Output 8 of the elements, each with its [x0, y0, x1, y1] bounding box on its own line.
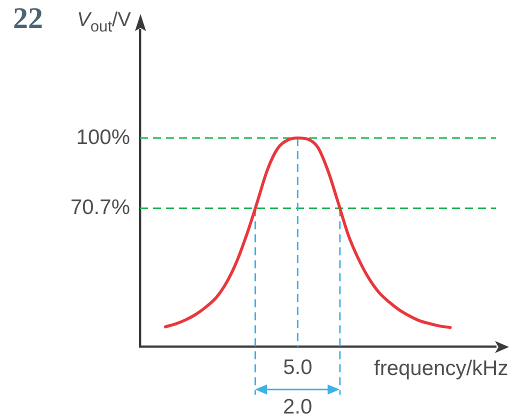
- line-series: [164, 136, 452, 330]
- y-tick-label: 100%: [76, 126, 130, 149]
- chart-title: 22: [13, 1, 43, 37]
- y-axis-title: V$_{out}$/V: [77, 9, 131, 36]
- x-tick-label: 5.0: [283, 356, 312, 380]
- y-tick-label: 70.7%: [70, 196, 130, 220]
- text: 2.0: [282, 395, 312, 418]
- x-axis-title: frequency/kHz: [374, 356, 508, 381]
